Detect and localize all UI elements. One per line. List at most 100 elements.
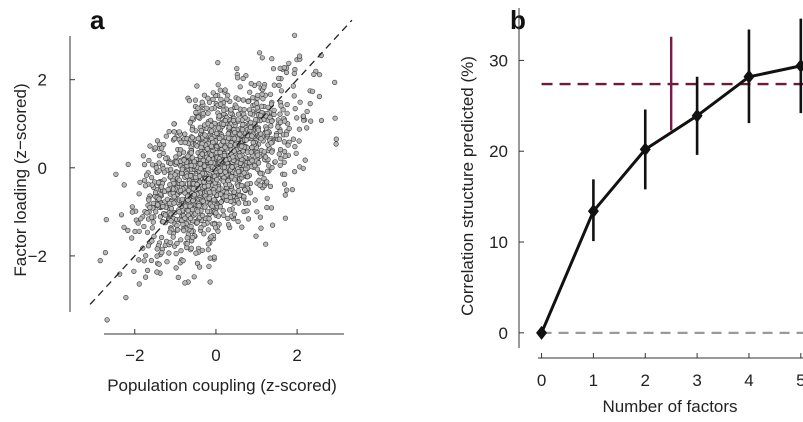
scatter-point [125, 161, 131, 167]
scatter-point [201, 163, 208, 169]
scatter-point [200, 198, 206, 204]
scatter-point [129, 235, 135, 241]
scatter-point [247, 110, 253, 117]
scatter-point [199, 151, 205, 157]
scatter-point [257, 50, 263, 56]
scatter-point [146, 197, 152, 203]
scatter-point [188, 223, 194, 230]
scatter-point [152, 145, 158, 151]
scatter-point [151, 233, 157, 239]
scatter-point [300, 165, 306, 171]
scatter-point [318, 117, 325, 124]
scatter-point [216, 113, 222, 119]
scatter-point [256, 177, 262, 183]
scatter-point [143, 253, 149, 259]
scatter-point [195, 136, 201, 142]
scatter-point [143, 172, 150, 178]
scatter-point [332, 115, 338, 121]
scatter-point [174, 240, 180, 246]
scatter-point [149, 214, 155, 220]
scatter-point [168, 206, 174, 212]
scatter-point [177, 147, 184, 153]
series-markers [536, 58, 803, 340]
scatter-point [276, 151, 282, 157]
panel-label-b: b [510, 5, 526, 35]
scatter-point [150, 219, 156, 225]
scatter-point [230, 117, 237, 124]
scatter-point [165, 186, 171, 193]
scatter-point [193, 174, 199, 180]
scatter-point [221, 164, 227, 170]
scatter-point [235, 218, 241, 225]
scatter-point [190, 234, 196, 241]
scatter-point [118, 212, 125, 218]
scatter-point [185, 153, 191, 159]
scatter-point [102, 250, 108, 256]
scatter-point [197, 264, 203, 270]
scatter-point [304, 108, 310, 115]
scatter-point [162, 212, 168, 218]
scatter-point [296, 126, 303, 132]
scatter-point [168, 218, 174, 224]
scatter-point [189, 135, 195, 141]
scatter-point [179, 170, 185, 176]
y-tick-label: 0 [499, 324, 508, 343]
scatter-point [208, 152, 214, 158]
scatter-point [296, 138, 302, 144]
scatter-point [218, 191, 224, 197]
series-line [540, 64, 802, 334]
scatter-point [154, 246, 160, 252]
scatter-point [192, 97, 198, 103]
scatter-point [227, 207, 233, 213]
scatter-point [129, 209, 135, 215]
scatter-point [275, 124, 281, 130]
scatter-point [173, 265, 179, 271]
scatter-point [253, 116, 259, 123]
scatter-point [193, 109, 199, 116]
scatter-point [254, 105, 260, 111]
scatter-point [207, 189, 213, 195]
scatter-point [212, 225, 219, 231]
scatter-point [240, 121, 246, 128]
scatter-point [146, 157, 152, 164]
scatter-point [171, 200, 177, 206]
scatter-point [239, 182, 245, 189]
scatter-point [189, 207, 196, 213]
scatter-point [136, 281, 142, 287]
scatter-point [217, 149, 223, 155]
scatter-point [209, 203, 215, 209]
scatter-point [242, 187, 248, 193]
scatter-point [285, 142, 291, 148]
scatter-point [317, 72, 323, 78]
scatter-point [218, 101, 224, 107]
x-tick-label: 3 [692, 371, 701, 390]
scatter-point [281, 159, 287, 165]
y-tick-label: 0 [38, 159, 47, 178]
scatter-point [147, 205, 153, 211]
scatter-point [308, 118, 314, 124]
scatter-point [217, 135, 223, 142]
scatter-point [143, 274, 149, 280]
scatter-point [283, 132, 290, 138]
scatter-point [261, 175, 267, 181]
scatter-point [234, 104, 240, 110]
y-tick-label: 30 [489, 51, 508, 70]
scatter-point [263, 154, 269, 160]
x-tick-label: 4 [744, 371, 753, 390]
scatter-point [261, 149, 267, 155]
scatter-point [195, 208, 201, 214]
scatter-point [259, 55, 265, 61]
scatter-point [276, 75, 282, 81]
scatter-point [227, 142, 233, 149]
scatter-point [160, 150, 166, 156]
scatter-point [201, 92, 207, 98]
scatter-point [261, 84, 267, 90]
scatter-point [144, 229, 151, 235]
scatter-point [297, 99, 303, 105]
scatter-point [255, 152, 261, 158]
scatter-point [256, 81, 262, 87]
scatter-point [239, 127, 246, 133]
scatter-point [286, 60, 292, 66]
scatter-point [297, 53, 303, 59]
scatter-point [171, 121, 177, 127]
